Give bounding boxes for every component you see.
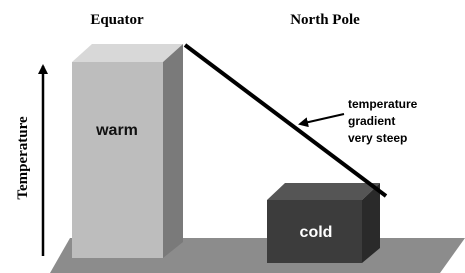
warm-box-side [163, 44, 183, 258]
cold-label: cold [300, 224, 333, 241]
cold-box-top [267, 183, 380, 200]
warm-box-front [72, 62, 163, 258]
annotation-arrow [300, 114, 344, 124]
diagram: Equator North Pole Temperature warm cold… [0, 0, 465, 273]
warm-label: warm [95, 122, 138, 139]
temperature-label: Temperature [15, 116, 31, 200]
annotation-line: very steep [348, 131, 407, 145]
annotation-line: gradient [348, 114, 395, 128]
annotation-line: temperature [348, 97, 418, 111]
north-pole-label: North Pole [290, 12, 360, 28]
equator-label: Equator [90, 12, 144, 28]
